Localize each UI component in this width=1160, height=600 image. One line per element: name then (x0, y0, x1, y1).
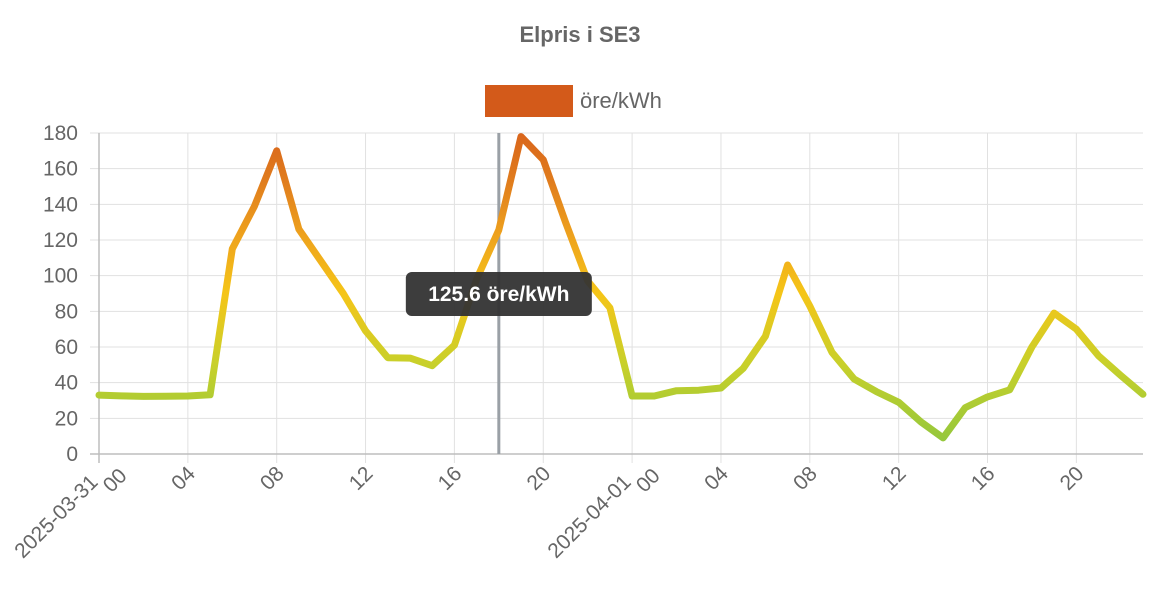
x-tick-label: 04 (700, 462, 733, 495)
y-tick-label: 100 (43, 265, 78, 288)
tooltip-background (405, 272, 592, 316)
x-tick: 20 (522, 462, 555, 495)
data-point[interactable] (118, 392, 125, 399)
tooltip-text: 125.6 öre/kWh (428, 283, 569, 306)
data-point[interactable] (384, 354, 391, 361)
y-tick-label: 140 (43, 193, 78, 216)
x-tick: 08 (256, 462, 289, 495)
x-tick: 16 (434, 462, 467, 495)
y-tick-label: 180 (43, 122, 78, 145)
x-tick-date-label: 2025-04-01 (543, 471, 635, 563)
x-tick: 16 (967, 462, 1000, 495)
x-tick: 08 (789, 462, 822, 495)
grid (90, 132, 1143, 463)
data-point[interactable] (495, 227, 502, 234)
legend-swatch[interactable] (485, 85, 573, 117)
x-tick-label: 20 (1056, 462, 1089, 495)
data-point[interactable] (829, 349, 836, 356)
y-tick-label: 60 (55, 336, 78, 359)
x-tick: 20 (1056, 462, 1089, 495)
data-point[interactable] (162, 393, 169, 400)
data-point[interactable] (762, 333, 769, 340)
x-tick-date-label: 2025-03-31 (10, 471, 102, 563)
data-point[interactable] (1140, 391, 1147, 398)
data-point[interactable] (340, 290, 347, 297)
data-point[interactable] (629, 393, 636, 400)
data-point[interactable] (362, 327, 369, 334)
y-tick-label: 160 (43, 158, 78, 181)
data-point[interactable] (651, 393, 658, 400)
series-line[interactable] (95, 133, 1147, 442)
data-point[interactable] (451, 342, 458, 349)
data-point[interactable] (806, 303, 813, 310)
data-point[interactable] (895, 399, 902, 406)
y-tick-label: 120 (43, 229, 78, 252)
data-point[interactable] (273, 147, 280, 154)
data-point[interactable] (295, 226, 302, 233)
x-tick: 12 (878, 462, 911, 495)
x-tick-label: 20 (522, 462, 555, 495)
data-point[interactable] (184, 393, 191, 400)
data-point[interactable] (695, 387, 702, 394)
data-point[interactable] (851, 376, 858, 383)
data-point[interactable] (917, 418, 924, 425)
y-tick-label: 0 (66, 443, 78, 466)
data-point[interactable] (1095, 352, 1102, 359)
data-point[interactable] (251, 203, 258, 210)
data-point[interactable] (229, 245, 236, 252)
data-point[interactable] (429, 362, 436, 369)
x-tick-label: 12 (345, 462, 378, 495)
data-point[interactable] (940, 434, 947, 441)
data-point[interactable] (606, 304, 613, 311)
x-tick: 04 (167, 462, 200, 495)
data-point[interactable] (873, 388, 880, 395)
y-tick-label: 80 (55, 300, 78, 323)
data-point[interactable] (1006, 386, 1013, 393)
x-tick-label: 16 (967, 462, 1000, 495)
data-point[interactable] (740, 365, 747, 372)
x-tick-label: 16 (434, 462, 467, 495)
data-point[interactable] (407, 355, 414, 362)
data-point[interactable] (540, 156, 547, 163)
data-point[interactable] (207, 391, 214, 398)
data-point[interactable] (1117, 372, 1124, 379)
x-tick-label: 12 (878, 462, 911, 495)
axes (90, 133, 1143, 463)
tooltip: 125.6 öre/kWh (405, 272, 592, 316)
data-point[interactable] (1028, 344, 1035, 351)
x-tick-label: 08 (256, 462, 289, 495)
data-point[interactable] (562, 219, 569, 226)
data-point[interactable] (1051, 310, 1058, 317)
legend-label[interactable]: öre/kWh (580, 88, 662, 113)
x-tick-label: 04 (167, 462, 200, 495)
data-point[interactable] (962, 404, 969, 411)
y-tick-label: 20 (55, 407, 78, 430)
data-point[interactable] (784, 262, 791, 269)
data-point[interactable] (518, 133, 525, 140)
data-point[interactable] (318, 258, 325, 265)
series-line-oere-kwh[interactable] (95, 133, 1147, 442)
data-point[interactable] (984, 393, 991, 400)
x-tick: 04 (700, 462, 733, 495)
data-point[interactable] (673, 387, 680, 394)
data-point[interactable] (1073, 326, 1080, 333)
y-tick-label: 40 (55, 372, 78, 395)
chart-title: Elpris i SE3 (519, 22, 640, 47)
x-tick-hour-label: 00 (632, 464, 665, 497)
x-tick-hour-label: 00 (99, 464, 132, 497)
data-point[interactable] (718, 385, 725, 392)
data-point[interactable] (140, 393, 147, 400)
x-tick: 12 (345, 462, 378, 495)
legend[interactable]: öre/kWh (485, 85, 662, 117)
data-point[interactable] (96, 392, 103, 399)
y-axis-ticks: 0 20 40 60 80 100 120 140 160 180 (43, 122, 78, 466)
x-tick-label: 08 (789, 462, 822, 495)
